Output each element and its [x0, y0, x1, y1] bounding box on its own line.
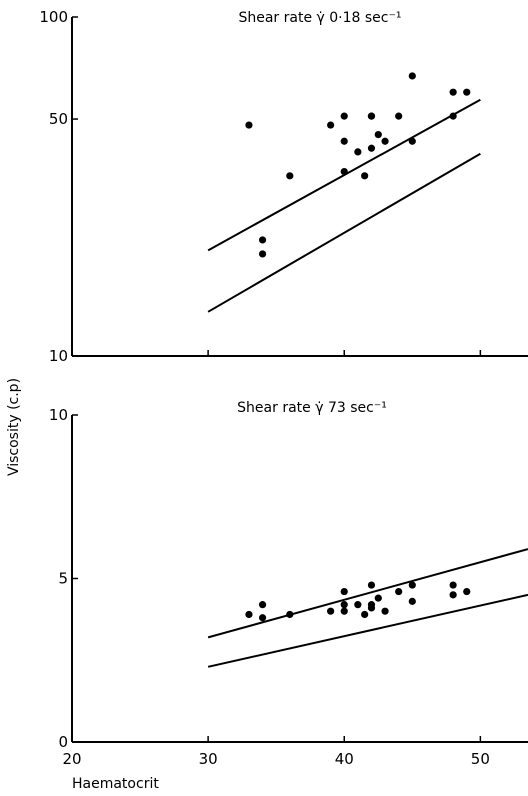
- data-point: [408, 597, 416, 605]
- trend-line: [207, 548, 528, 639]
- data-point: [361, 172, 369, 180]
- data-point: [374, 594, 382, 602]
- data-point: [340, 112, 348, 120]
- data-point: [258, 601, 267, 609]
- data-point: [340, 137, 348, 145]
- data-point: [367, 601, 376, 609]
- data-point: [258, 236, 267, 244]
- data-point: [449, 112, 457, 120]
- x-tick-label: 20: [62, 750, 81, 768]
- data-point: [245, 610, 253, 619]
- data-point: [449, 581, 457, 589]
- x-axis-label: Haematocrit: [72, 776, 159, 792]
- data-point: [327, 607, 335, 615]
- data-point: [408, 137, 416, 145]
- data-point: [361, 610, 369, 619]
- data-point: [367, 112, 376, 120]
- data-point: [381, 137, 389, 145]
- data-point: [245, 121, 253, 129]
- data-point: [408, 581, 416, 589]
- data-point: [258, 250, 267, 258]
- data-point: [367, 581, 376, 589]
- y-tick-label: 5: [58, 570, 68, 588]
- data-point: [354, 601, 362, 609]
- x-tick-label: 40: [335, 750, 354, 768]
- data-point: [258, 614, 267, 622]
- data-point: [354, 148, 362, 156]
- data-point: [340, 607, 348, 615]
- data-point: [340, 167, 348, 176]
- x-tick-label: 50: [471, 750, 490, 768]
- y-axis-label: Viscosity (c.p): [6, 378, 22, 476]
- data-point: [367, 144, 376, 152]
- panel-title: Shear rate γ̇ 0·18 sec⁻¹: [238, 10, 401, 26]
- data-point: [327, 121, 335, 129]
- data-point: [374, 130, 382, 139]
- data-point: [449, 591, 457, 599]
- y-tick-label: 0: [58, 733, 68, 751]
- data-point: [408, 72, 416, 80]
- panel-title: Shear rate γ̇ 73 sec⁻¹: [237, 400, 387, 416]
- data-point: [395, 587, 403, 596]
- y-tick-label: 10: [49, 347, 68, 365]
- y-tick-label: 50: [49, 110, 68, 128]
- data-point: [340, 587, 348, 596]
- data-point: [395, 112, 403, 120]
- bottom-panel: 0 5 10 20 30 40 50 Shear rate γ̇ 73 sec⁻¹: [49, 400, 528, 768]
- data-point: [463, 587, 471, 596]
- data-point: [449, 88, 457, 96]
- trend-line: [207, 152, 481, 313]
- x-tick-label: 30: [199, 750, 218, 768]
- data-point: [286, 172, 294, 180]
- data-point: [340, 601, 348, 609]
- data-point: [286, 610, 294, 619]
- y-tick-label: 10: [49, 406, 68, 424]
- data-point: [463, 88, 471, 96]
- trend-line: [207, 593, 528, 668]
- y-tick-label: 100: [39, 8, 68, 26]
- top-panel: 10 50 100 Shear rate γ̇ 0·18 sec⁻¹: [39, 8, 528, 365]
- data-point: [381, 607, 389, 615]
